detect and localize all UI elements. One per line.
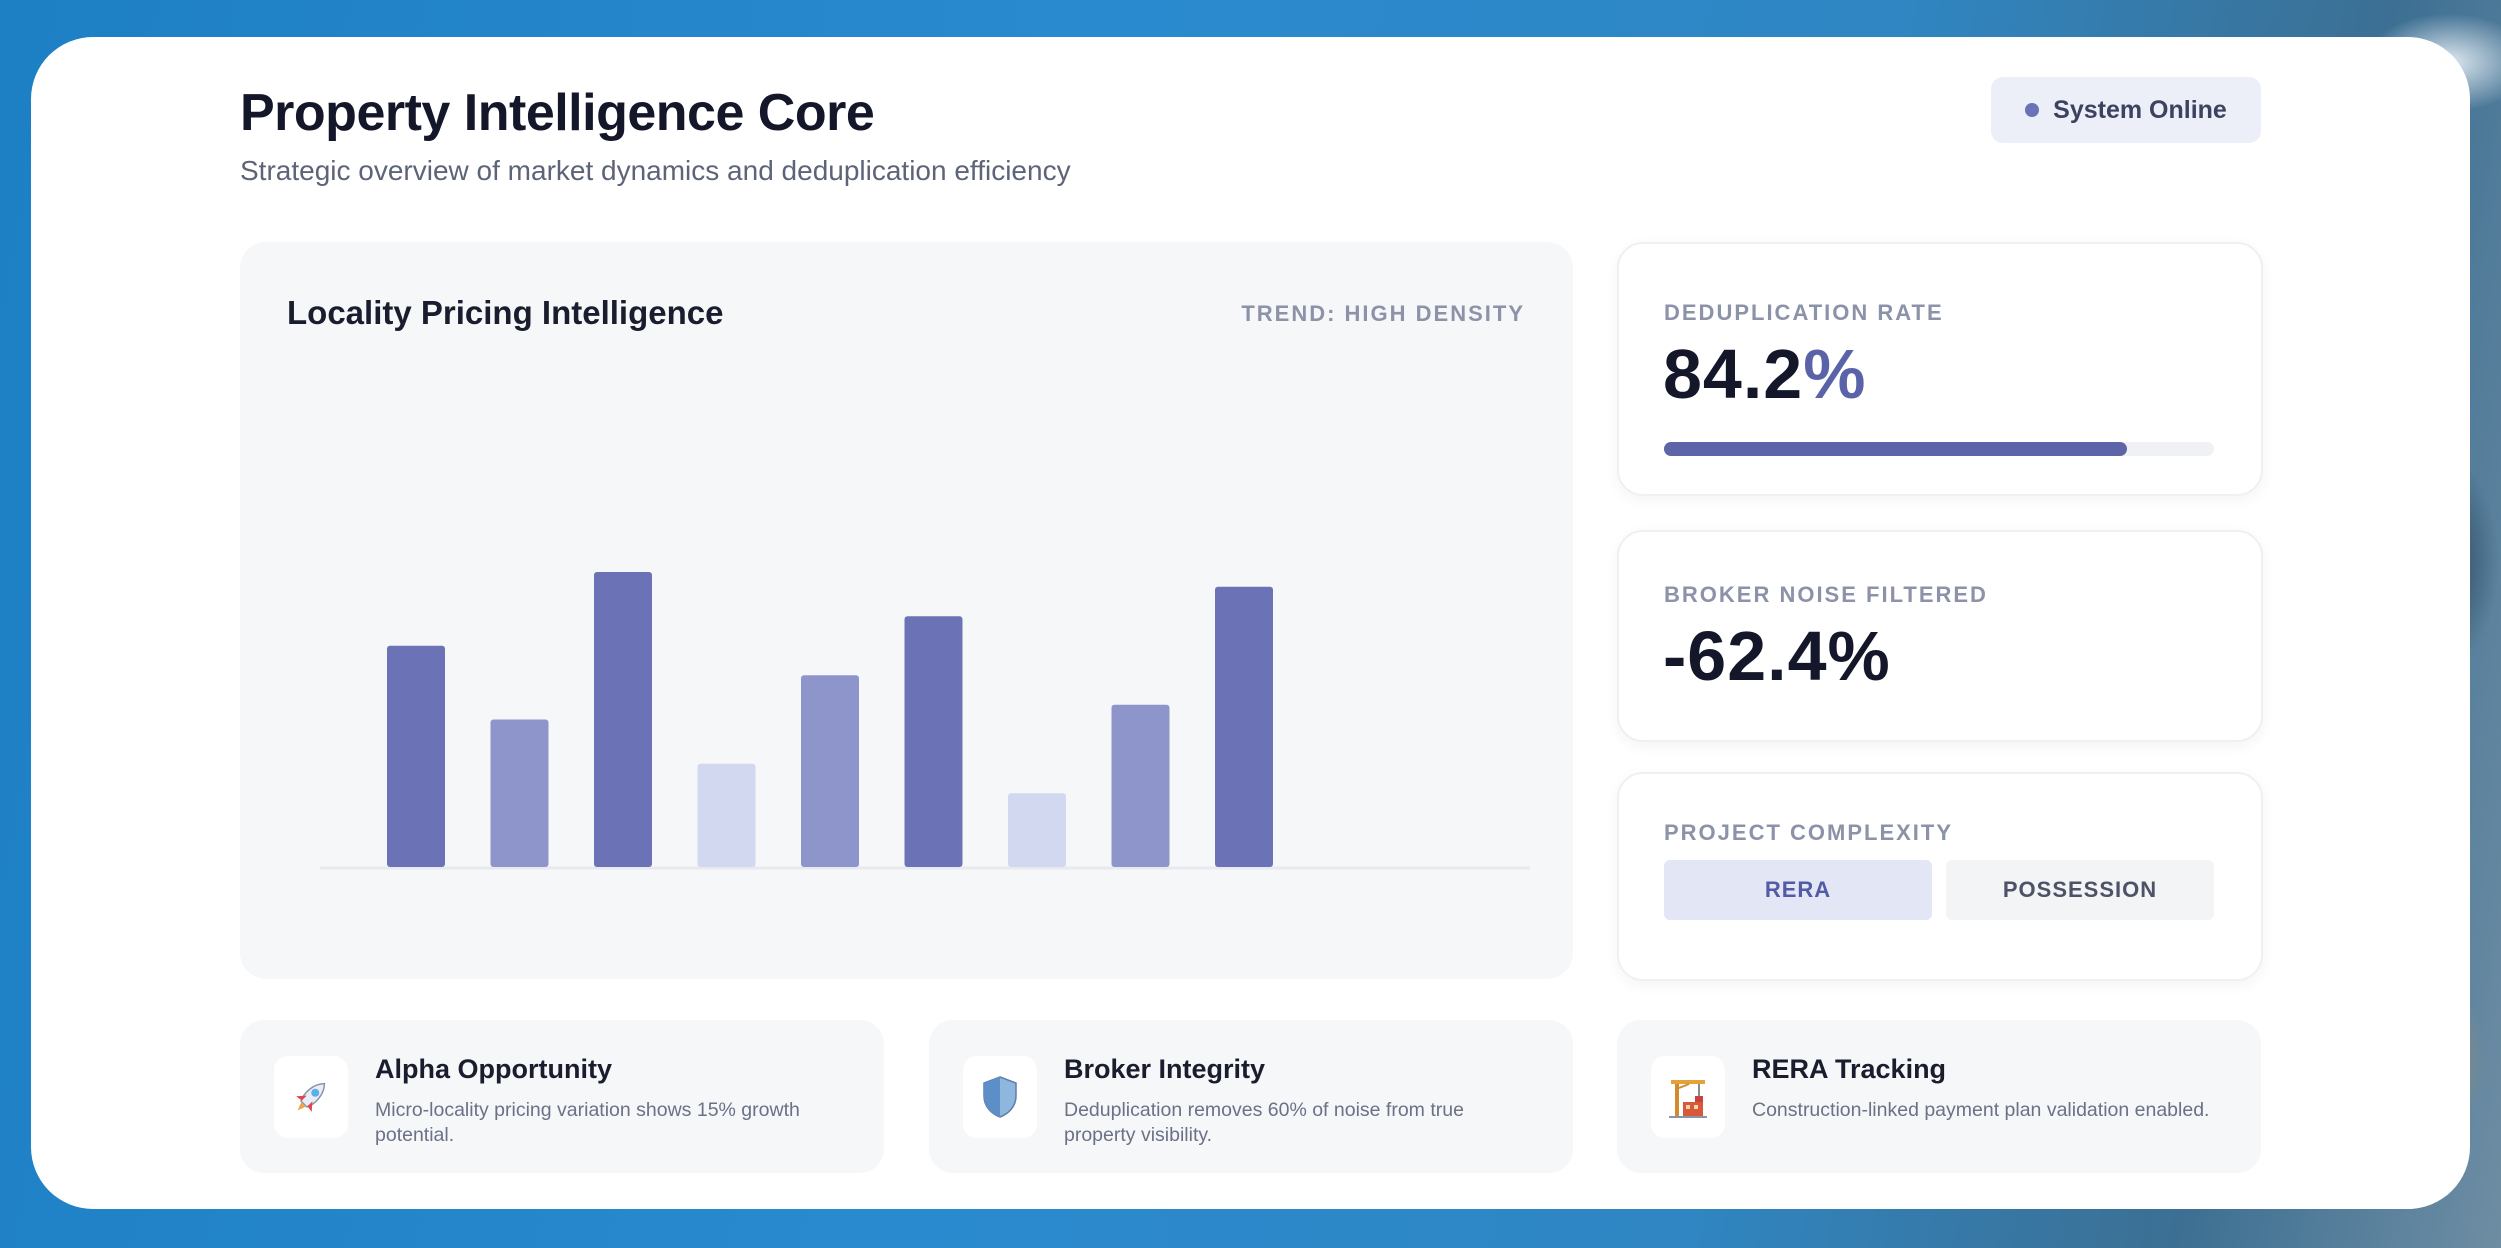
chart-bar [904, 616, 963, 867]
chart-bar [387, 645, 445, 867]
dedup-rate-value: 84.2% [1663, 334, 1867, 414]
feature-card-rera-tracking: RERA Tracking Construction-linked paymen… [1617, 1020, 2261, 1173]
deduplication-rate-card: DEDUPLICATION RATE 84.2% [1617, 242, 2263, 496]
page-title: Property Intelligence Core [240, 84, 875, 142]
feature-card-broker-integrity: Broker Integrity Deduplication removes 6… [929, 1020, 1573, 1173]
chart-bar [594, 572, 652, 867]
broker-noise-label: BROKER NOISE FILTERED [1664, 582, 1988, 607]
feature-description: Micro-locality pricing variation shows 1… [375, 1099, 800, 1146]
chart-trend-label: TREND: HIGH DENSITY [1241, 301, 1525, 326]
status-dot-icon [2025, 103, 2040, 117]
page-subtitle: Strategic overview of market dynamics an… [240, 155, 1071, 186]
shield-icon [963, 1056, 1037, 1138]
project-complexity-label: PROJECT COMPLEXITY [1664, 820, 1954, 845]
dedup-rate-number: 84.2 [1663, 335, 1804, 413]
bar-chart [320, 572, 1530, 870]
chart-title: Locality Pricing Intelligence [287, 294, 724, 331]
feature-title: Broker Integrity [1064, 1054, 1266, 1084]
feature-description: Construction-linked payment plan validat… [1752, 1099, 2210, 1121]
chart-bar [801, 675, 859, 867]
project-complexity-card: PROJECT COMPLEXITY RERA POSSESSION [1617, 772, 2263, 981]
feature-title: Alpha Opportunity [375, 1054, 612, 1084]
possession-option-button[interactable]: POSSESSION [1946, 860, 2214, 920]
dedup-progress-fill [1664, 442, 2128, 456]
locality-pricing-chart-card: Locality Pricing Intelligence TREND: HIG… [240, 242, 1573, 979]
chart-bar [1111, 704, 1170, 867]
feature-title: RERA Tracking [1752, 1054, 1947, 1084]
rera-option-button[interactable]: RERA [1664, 860, 1932, 920]
dedup-rate-label: DEDUPLICATION RATE [1664, 300, 1944, 325]
broker-noise-value: -62.4% [1663, 617, 1891, 695]
broker-noise-card: BROKER NOISE FILTERED -62.4% [1617, 530, 2263, 742]
status-text: System Online [2053, 95, 2227, 124]
feature-card-alpha-opportunity: Alpha Opportunity Micro-locality pricing… [240, 1020, 884, 1173]
chart-bar [490, 719, 549, 867]
dedup-progress-bar [1664, 442, 2214, 456]
dashboard-panel: Property Intelligence Core Strategic ove… [31, 37, 2470, 1209]
dedup-rate-percent: % [1803, 335, 1867, 413]
feature-description: Deduplication removes 60% of noise from … [1064, 1099, 1464, 1146]
chart-bar [1215, 586, 1273, 867]
construction-icon [1651, 1056, 1725, 1138]
chart-bar [1008, 793, 1066, 867]
status-badge[interactable]: System Online [1991, 77, 2261, 143]
chart-bar [697, 763, 756, 867]
rocket-icon [274, 1056, 348, 1138]
